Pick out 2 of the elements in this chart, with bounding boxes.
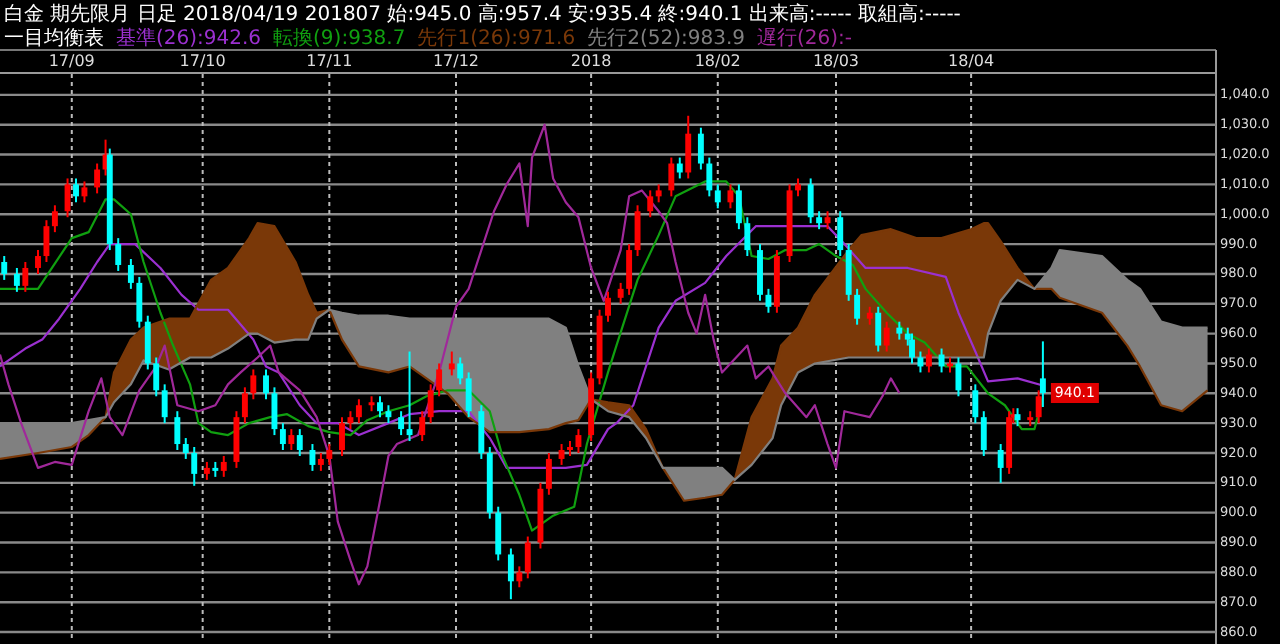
- legend-title: 一目均衡表: [4, 28, 104, 50]
- title: 白金 期先限月 日足 2018/04/19 201807 始:945.0 高:957.4 安:935.4 終:940.1 出来高:----- 取組高:-----: [4, 4, 961, 26]
